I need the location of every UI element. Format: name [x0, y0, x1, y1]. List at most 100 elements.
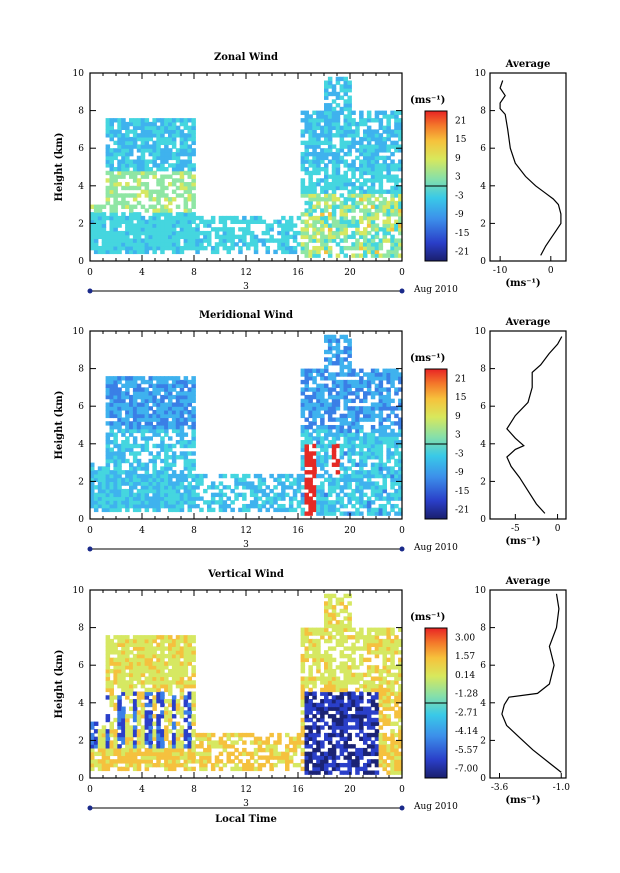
heatmap-cell [398, 425, 403, 430]
heatmap-cell [164, 417, 169, 422]
heatmap-cell [327, 672, 333, 678]
heatmap-cell [339, 597, 345, 602]
heatmap-cell [370, 635, 376, 640]
heatmap-cell [355, 413, 360, 419]
heatmap-cell [113, 215, 118, 221]
heatmap-cell [300, 140, 306, 146]
heatmap-cell [253, 747, 259, 753]
heatmap-cell [117, 661, 122, 666]
heatmap-cell [171, 402, 177, 407]
heatmap-cell [312, 238, 317, 243]
heatmap-cell [234, 747, 239, 753]
heatmap-cell [324, 197, 329, 202]
heatmap-cell [136, 223, 142, 228]
heatmap-cell [140, 223, 146, 228]
heatmap-cell [238, 751, 243, 757]
heatmap-cell [156, 455, 161, 460]
heatmap-cell [187, 151, 192, 157]
heatmap-cell [187, 230, 192, 236]
heatmap-cell [316, 770, 321, 775]
heatmap-cell [109, 428, 114, 434]
heatmap-cell [160, 387, 165, 392]
heatmap-cell [390, 193, 395, 198]
heatmap-cell [394, 440, 399, 445]
heatmap-cell [214, 249, 220, 255]
heatmap-cell [359, 477, 364, 482]
heatmap-cell [316, 144, 321, 149]
heatmap-cell [179, 751, 185, 757]
heatmap-cell [160, 245, 165, 251]
heatmap-cell [300, 627, 306, 632]
heatmap-cell [363, 379, 368, 385]
heatmap-cell [355, 121, 360, 127]
heatmap-cell [347, 129, 352, 134]
heatmap-cell [125, 744, 130, 749]
heatmap-cell [378, 440, 384, 445]
heatmap-cell [304, 121, 309, 127]
heatmap-cell [331, 676, 337, 681]
heatmap-cell [101, 242, 107, 247]
heatmap-cell [386, 451, 391, 456]
heatmap-cell [324, 695, 329, 700]
heatmap-cell [374, 496, 380, 501]
heatmap-cell [183, 473, 189, 479]
heatmap-cell [359, 368, 364, 373]
heatmap-cell [339, 751, 345, 757]
heatmap-cell [105, 661, 111, 666]
heatmap-cell [117, 477, 122, 482]
heatmap-cell [199, 473, 204, 479]
heatmap-cell [199, 496, 204, 501]
heatmap-cell [370, 238, 376, 243]
heatmap-cell [171, 238, 177, 243]
heatmap-cell [347, 744, 352, 749]
heatmap-cell [168, 129, 173, 134]
heatmap-cell [308, 151, 313, 157]
heatmap-cell [390, 481, 395, 486]
heatmap-cell [125, 170, 130, 176]
heatmap-cell [382, 212, 387, 217]
heatmap-cell [230, 740, 235, 745]
heatmap-cell [168, 751, 173, 757]
heatmap-cell [320, 481, 325, 486]
heatmap-cell [335, 185, 341, 191]
heatmap-cell [288, 740, 294, 745]
heatmap-cell [132, 500, 138, 505]
heatmap-cell [339, 215, 345, 221]
heatmap-cell [179, 500, 185, 505]
heatmap-cell [187, 473, 192, 479]
heatmap-cell [335, 492, 341, 498]
heatmap-cell [183, 638, 189, 644]
heatmap-cell [355, 638, 360, 644]
heatmap-cell [121, 657, 126, 663]
heatmap-cell [101, 230, 107, 236]
heatmap-cell [300, 447, 306, 452]
heatmap-cell [109, 721, 114, 726]
heatmap-cell [195, 751, 200, 757]
heatmap-cell [109, 215, 114, 221]
heatmap-cell [339, 627, 345, 632]
heatmap-cell [296, 732, 302, 738]
heatmap-cell [125, 687, 130, 693]
heatmap-cell [152, 477, 157, 482]
heatmap-cell [175, 665, 181, 670]
heatmap-cell [218, 759, 224, 764]
heatmap-cell [113, 462, 118, 467]
heatmap-cell [331, 88, 337, 93]
heatmap-cell [347, 601, 352, 606]
heatmap-cell [390, 227, 395, 232]
heatmap-cell [320, 635, 325, 640]
heatmap-cell [343, 197, 348, 202]
heatmap-cell [129, 242, 134, 247]
heatmap-cell [113, 391, 118, 396]
heatmap-cell [378, 687, 384, 693]
heatmap-cell [320, 627, 325, 632]
heatmap-cell [140, 215, 146, 221]
heatmap-cell [121, 458, 126, 464]
heatmap-cell [327, 500, 333, 505]
heatmap-cell [132, 477, 138, 482]
heatmap-cell [164, 488, 169, 494]
heatmap-cell [308, 687, 313, 693]
heatmap-cell [148, 394, 153, 400]
heatmap-cell [144, 642, 150, 647]
heatmap-cell [320, 376, 325, 381]
